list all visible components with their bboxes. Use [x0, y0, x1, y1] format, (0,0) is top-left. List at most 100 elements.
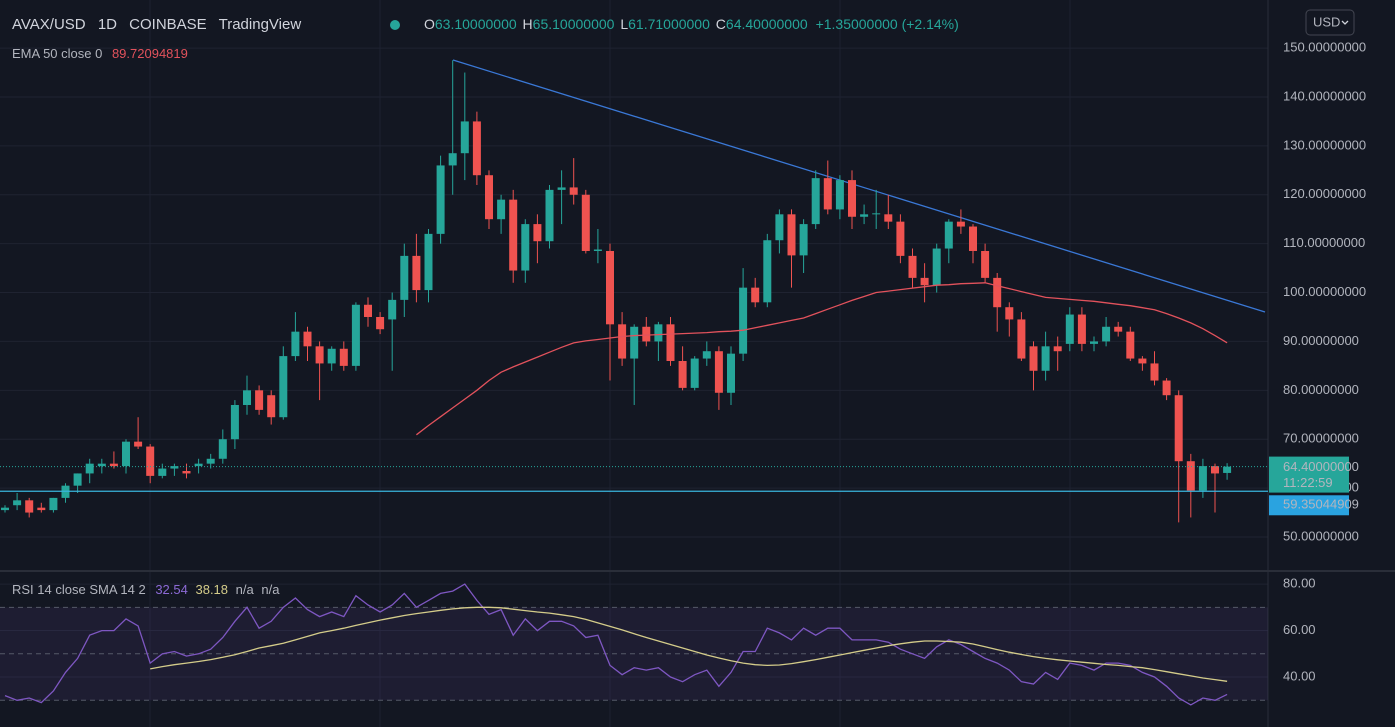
- plot: [0, 60, 1268, 706]
- candle-body: [1041, 346, 1050, 371]
- candle-body: [1005, 307, 1014, 320]
- candle-body: [896, 221, 905, 256]
- rsi-legend: RSI 14 close SMA 14 2 32.54 38.18 n/a n/…: [12, 582, 280, 597]
- last-price-box: [1269, 456, 1349, 493]
- candle-body: [811, 178, 820, 225]
- candle-body: [485, 175, 493, 220]
- rsi-line: [4, 583, 1228, 706]
- candle-body: [472, 121, 481, 176]
- candle-body: [1090, 341, 1098, 344]
- candle-body: [823, 178, 832, 210]
- ema-legend: EMA 50 close 0 89.72094819: [12, 46, 188, 61]
- ohlc-value: 63.10000000: [435, 16, 517, 32]
- candle-body: [1174, 395, 1183, 462]
- candle-body: [751, 287, 760, 303]
- y-tick-label: 130.00000000: [1283, 137, 1366, 152]
- candle-body: [956, 221, 965, 227]
- candle-body: [944, 221, 953, 249]
- support-label-box: [1269, 495, 1349, 516]
- candle-body: [884, 214, 893, 222]
- candle-body: [49, 497, 58, 511]
- candle-body: [376, 316, 385, 330]
- candle-body: [630, 326, 639, 359]
- candle-body: [521, 224, 530, 271]
- candle-body: [400, 255, 409, 300]
- candle-body: [182, 470, 191, 474]
- exchange: COINBASE: [129, 16, 207, 33]
- y-tick-label: 40.00: [1283, 668, 1316, 683]
- candle-body: [1065, 314, 1074, 344]
- currency-button[interactable]: [1305, 9, 1355, 36]
- candle-body: [763, 240, 772, 303]
- interval: 1D: [98, 16, 117, 33]
- candle-body: [739, 287, 748, 354]
- candle-body: [848, 180, 856, 217]
- candle-body: [993, 277, 1002, 308]
- candle-body: [122, 441, 130, 467]
- candle-body: [460, 121, 469, 154]
- ema-value: 89.72094819: [112, 46, 188, 61]
- candle-body: [243, 390, 251, 405]
- candle-body: [1029, 346, 1038, 371]
- candle-body: [1053, 346, 1062, 352]
- candle-body: [642, 326, 651, 342]
- candle-body: [509, 199, 518, 271]
- candle-body: [291, 331, 300, 357]
- ema-name: EMA 50 close 0: [12, 46, 102, 61]
- candle-body: [73, 473, 82, 486]
- y-tick-label: 80.00000000: [1283, 382, 1359, 397]
- candle-body: [860, 214, 869, 217]
- candle-body: [194, 463, 203, 467]
- candle-body: [170, 466, 179, 469]
- candle-body: [654, 324, 663, 342]
- ohlc-key: O: [424, 16, 435, 32]
- candle-body: [497, 199, 506, 220]
- candle-body: [146, 446, 155, 476]
- symbol-header: AVAX/USD 1D COINBASE TradingView: [12, 16, 301, 33]
- candle-body: [1162, 380, 1171, 396]
- candle-body: [787, 214, 796, 256]
- candle-body: [1186, 461, 1195, 491]
- candle-body: [569, 187, 578, 195]
- candle-body: [557, 187, 566, 190]
- candle-body: [206, 458, 215, 464]
- y-tick-label: 100.00000000: [1283, 284, 1366, 299]
- status-dot: [390, 20, 400, 30]
- y-tick-label: 110.00000000: [1283, 235, 1365, 250]
- brand: TradingView: [219, 16, 302, 33]
- candle-body: [1102, 326, 1111, 342]
- na-label: n/a: [261, 582, 280, 597]
- candle-body: [908, 255, 917, 278]
- candle-body: [1150, 363, 1159, 381]
- ema-line: [416, 282, 1228, 436]
- candle-body: [134, 441, 143, 447]
- change: +1.35000000 (+2.14%): [816, 16, 959, 32]
- candle-body: [1, 507, 9, 511]
- currency[interactable]: USD: [1313, 14, 1340, 29]
- candle-body: [593, 249, 602, 251]
- candle-body: [424, 233, 433, 291]
- candle-body: [618, 324, 627, 359]
- candle-body: [981, 250, 990, 278]
- rsi-sma-value: 38.18: [195, 582, 228, 597]
- y-tick-label: 140.00000000: [1283, 88, 1366, 103]
- candle-body: [714, 351, 723, 393]
- candle-body: [932, 248, 941, 286]
- candle-body: [678, 360, 687, 388]
- candle-body: [1198, 466, 1207, 491]
- ohlc-value: 61.71000000: [628, 16, 710, 32]
- candle-body: [37, 507, 46, 511]
- candle-body: [158, 468, 167, 476]
- candle-body: [218, 439, 227, 459]
- candle-body: [327, 348, 336, 364]
- candle-body: [339, 348, 348, 366]
- candle-body: [533, 224, 542, 242]
- candle-body: [1223, 466, 1232, 473]
- y-tick-label: 80.00: [1283, 576, 1316, 591]
- candle-body: [1138, 358, 1147, 364]
- candle-body: [13, 500, 22, 506]
- y-tick-label: 150.00000000: [1283, 40, 1366, 55]
- currency-chevron: [1341, 20, 1349, 25]
- candle-body: [702, 351, 711, 359]
